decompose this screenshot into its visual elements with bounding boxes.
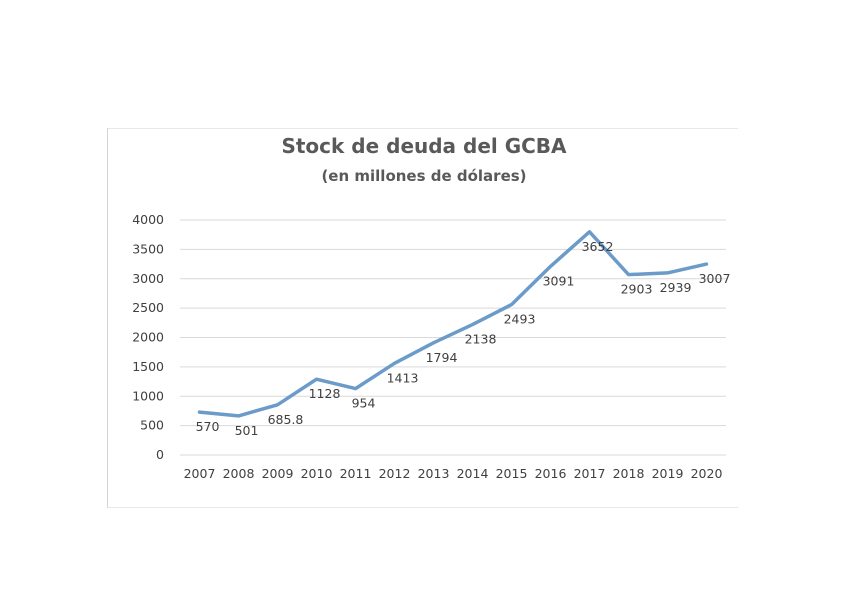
x-tick-label: 2013: [418, 466, 450, 481]
y-axis-ticks: 0 500 1000 1500 2000 2500 3000 3500 4000: [132, 212, 164, 462]
data-label: 2939: [660, 280, 692, 295]
y-tick-label: 4000: [132, 212, 164, 227]
data-label: 2138: [465, 332, 497, 347]
data-label: 954: [352, 396, 376, 411]
data-label: 2903: [621, 282, 653, 297]
series-line: [197, 230, 709, 418]
data-label: 1128: [309, 386, 341, 401]
data-label: 1794: [426, 350, 458, 365]
y-tick-label: 500: [140, 418, 164, 433]
x-tick-label: 2015: [496, 466, 528, 481]
x-tick-label: 2012: [379, 466, 411, 481]
chart-area: Stock de deuda del GCBA (en millones de …: [107, 128, 738, 508]
x-tick-label: 2019: [652, 466, 684, 481]
x-tick-label: 2009: [262, 466, 294, 481]
x-tick-label: 2007: [184, 466, 216, 481]
y-tick-label: 2000: [132, 330, 164, 345]
x-axis-ticks: 2007 2008 2009 2010 2011 2012 2013 2014 2015 2016…: [184, 466, 723, 481]
x-tick-label: 2018: [613, 466, 645, 481]
data-label: 3091: [543, 273, 575, 288]
y-tick-label: 0: [156, 447, 164, 462]
y-tick-label: 2500: [132, 300, 164, 315]
chart-subtitle: (en millones de dólares): [321, 167, 526, 185]
gridlines: [180, 219, 726, 456]
data-label: 570: [196, 419, 220, 434]
x-tick-label: 2008: [223, 466, 255, 481]
data-label: 1413: [387, 370, 419, 385]
chart-title: Stock de deuda del GCBA: [281, 134, 567, 158]
debt-stock-line: [197, 230, 709, 418]
y-tick-label: 1000: [132, 388, 164, 403]
x-tick-label: 2014: [457, 466, 489, 481]
data-label: 685.8: [268, 412, 304, 427]
x-tick-label: 2020: [691, 466, 723, 481]
data-label: 3652: [582, 239, 614, 254]
x-tick-label: 2017: [574, 466, 606, 481]
x-tick-label: 2016: [535, 466, 567, 481]
y-tick-label: 1500: [132, 359, 164, 374]
data-label: 2493: [504, 312, 536, 327]
y-tick-label: 3000: [132, 271, 164, 286]
x-tick-label: 2010: [301, 466, 333, 481]
x-tick-label: 2011: [340, 466, 372, 481]
data-label: 501: [235, 423, 259, 438]
data-labels: 570 501 685.8 1128 954 1413 1794 2138 2493 3091 36…: [196, 239, 731, 438]
y-tick-label: 3500: [132, 241, 164, 256]
data-label: 3007: [699, 271, 731, 286]
line-chart: Stock de deuda del GCBA (en millones de …: [132, 134, 731, 481]
